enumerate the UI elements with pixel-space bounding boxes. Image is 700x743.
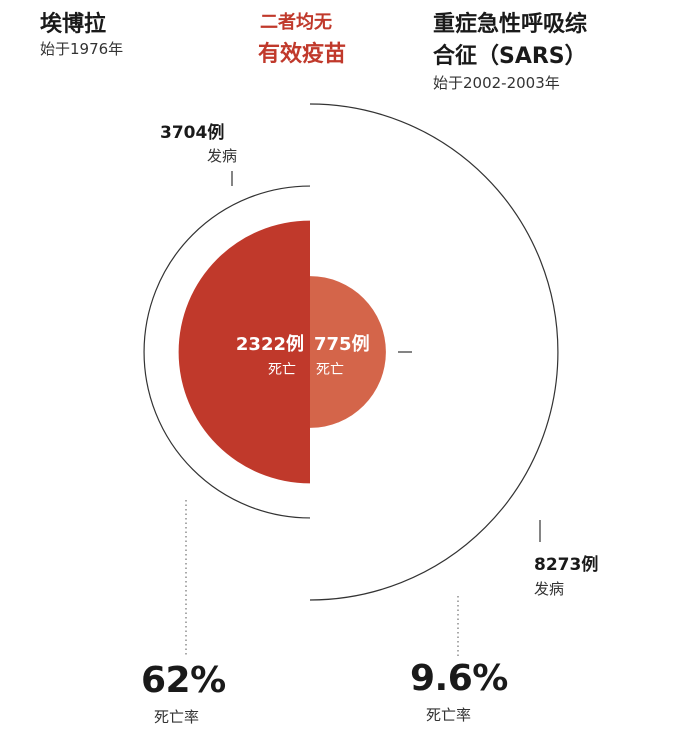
sars-cases-arc (309, 103, 559, 601)
sars-start-year: 始于2002-2003年 (433, 74, 560, 92)
ebola-cases-label: 3704例 (160, 123, 225, 143)
ebola-start-year: 始于1976年 (40, 40, 124, 58)
ebola-fatality-sub: 死亡率 (154, 708, 200, 726)
sars-title-line2: 合征（SARS） (433, 44, 587, 69)
vaccine-note-line2: 有效疫苗 (258, 42, 347, 67)
sars-cases-sub: 发病 (534, 580, 565, 598)
ebola-cases-arc (143, 185, 311, 519)
ebola-cases-sub: 发病 (207, 147, 238, 165)
sars-fatality-rate: 9.6% (410, 658, 508, 699)
ebola-title: 埃博拉 (40, 12, 107, 37)
sars-deaths-sub: 死亡 (316, 362, 344, 378)
ebola-deaths-half (178, 220, 310, 484)
ebola-deaths-label: 2322例 (236, 333, 304, 355)
sars-title-line1: 重症急性呼吸综 (433, 12, 588, 37)
vaccine-note-line1: 二者均无 (260, 12, 332, 33)
sars-fatality-sub: 死亡率 (426, 706, 472, 724)
sars-deaths-label: 775例 (314, 333, 370, 355)
sars-deaths-half (310, 276, 386, 428)
ebola-fatality-rate: 62% (141, 660, 226, 701)
sars-cases-label: 8273例 (534, 555, 599, 575)
ebola-deaths-sub: 死亡 (268, 362, 296, 378)
